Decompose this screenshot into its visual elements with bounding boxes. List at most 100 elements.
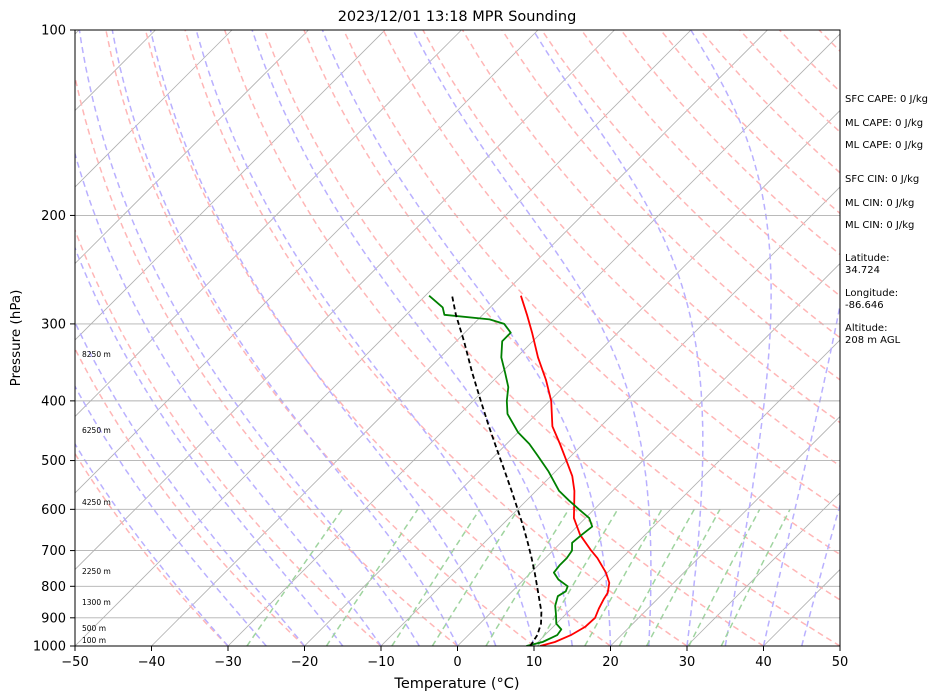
x-axis: −50 −40 −30 −20 −10 0 10 20 30 40 50 <box>61 646 848 670</box>
dry-adiabat <box>144 30 611 646</box>
y-tick-label: 800 <box>41 580 66 595</box>
x-tick-label: 40 <box>755 655 772 670</box>
moist-adiabat <box>762 301 840 646</box>
annotation-text: SFC CAPE: 0 J/kg <box>845 94 928 105</box>
dry-adiabat <box>422 30 840 467</box>
y-tick-label: 500 <box>41 454 66 469</box>
dry-adiabat <box>580 30 840 297</box>
moist-adiabat <box>75 442 229 646</box>
index-annotations: SFC CAPE: 0 J/kg ML CAPE: 0 J/kg ML CAPE: … <box>845 94 928 346</box>
isotherm <box>75 30 692 646</box>
annotation-text: ML CAPE: 0 J/kg <box>845 140 923 151</box>
x-tick-label: −30 <box>214 655 241 670</box>
dewpoint-line <box>428 295 594 646</box>
annotation-text: SFC CIN: 0 J/kg <box>845 174 919 185</box>
dry-adiabat <box>382 30 840 511</box>
isotherm <box>0 30 3 646</box>
height-label: 6250 m <box>82 426 111 435</box>
mixing-ratio-line <box>645 508 721 646</box>
height-labels: 100 m 500 m 1300 m 2250 m 4250 m 6250 m 8250 m <box>82 350 111 645</box>
y-tick-label: 1000 <box>33 640 66 655</box>
isotherm <box>75 30 233 188</box>
annotation-text: Altitude: <box>845 323 887 334</box>
dry-adiabat <box>105 30 535 646</box>
mixing-ratio-line <box>537 508 619 646</box>
annotation-text: Latitude: <box>845 253 890 264</box>
isotherm <box>610 415 840 646</box>
dry-adiabat <box>184 30 688 646</box>
moist-adiabat <box>321 30 612 646</box>
annotation-text: -86.646 <box>845 300 884 311</box>
isotherm <box>75 30 462 418</box>
plot-frame <box>74 29 841 647</box>
x-tick-label: −10 <box>367 655 394 670</box>
isotherm <box>380 186 840 646</box>
dry-adiabat <box>303 30 840 601</box>
annotation-text: ML CIN: 0 J/kg <box>845 198 914 209</box>
y-tick-label: 600 <box>41 503 66 518</box>
moist-adiabat <box>75 245 344 646</box>
moist-adiabat <box>75 384 267 646</box>
isotherm <box>533 339 840 646</box>
annotation-text: 34.724 <box>845 265 880 276</box>
mixing-ratio-line <box>431 508 519 646</box>
mixing-ratio-line <box>246 508 343 646</box>
x-tick-label: −40 <box>138 655 165 670</box>
x-axis-label: Temperature (°C) <box>393 676 519 692</box>
dry-adiabat <box>263 30 840 646</box>
y-tick-label: 700 <box>41 544 66 559</box>
moist-adiabat <box>75 151 382 646</box>
mixing-ratio-line <box>485 508 570 646</box>
series-layer <box>428 295 611 646</box>
annotation-text: ML CIN: 0 J/kg <box>845 220 914 231</box>
isotherm <box>304 109 840 646</box>
y-tick-label: 100 <box>41 24 66 39</box>
height-label: 8250 m <box>82 350 111 359</box>
moist-adiabat <box>690 30 772 646</box>
moist-adiabat <box>149 30 497 646</box>
x-tick-label: −50 <box>61 655 88 670</box>
dry-adiabat <box>75 73 458 646</box>
dry-adiabat <box>75 228 382 646</box>
x-tick-label: 50 <box>832 655 849 670</box>
dry-adiabat <box>223 30 764 646</box>
y-axis: 1000 900 800 700 600 500 400 300 200 100 <box>33 24 75 655</box>
moist-adiabat <box>195 30 535 646</box>
moist-adiabat <box>532 30 704 646</box>
mixing-ratio-line <box>584 508 663 646</box>
isotherm <box>227 33 840 646</box>
isotherm <box>75 30 615 571</box>
dry-adiabat <box>75 347 306 646</box>
y-axis-label: Pressure (hPa) <box>8 290 24 387</box>
parcel-line <box>451 295 543 646</box>
moist-adiabat <box>78 30 420 646</box>
y-tick-label: 400 <box>41 394 66 409</box>
height-label: 2250 m <box>82 567 111 576</box>
y-tick-label: 900 <box>41 611 66 626</box>
mixing-ratio-line <box>618 508 695 646</box>
background-lines <box>0 30 840 646</box>
temperature-line <box>520 295 611 646</box>
isotherm <box>75 30 386 341</box>
isotherm <box>75 30 309 265</box>
y-tick-label: 200 <box>41 209 66 224</box>
chart-title: 2023/12/01 13:18 MPR Sounding <box>338 9 577 25</box>
moist-adiabat <box>412 30 652 646</box>
mixing-ratio-line <box>720 508 791 646</box>
dry-adiabat <box>75 452 229 646</box>
moist-adiabat <box>111 30 459 646</box>
moist-adiabat <box>801 502 840 646</box>
annotation-text: 208 m AGL <box>845 335 901 346</box>
moist-adiabat <box>251 30 574 646</box>
height-label: 4250 m <box>82 498 111 507</box>
isotherm <box>686 492 840 646</box>
x-tick-label: 20 <box>602 655 619 670</box>
height-label: 1300 m <box>82 598 111 607</box>
height-label: 500 m <box>82 624 106 633</box>
isotherm <box>75 30 539 494</box>
x-tick-label: 30 <box>679 655 696 670</box>
x-tick-label: −20 <box>291 655 318 670</box>
height-label: 100 m <box>82 636 106 645</box>
x-tick-label: 0 <box>453 655 461 670</box>
